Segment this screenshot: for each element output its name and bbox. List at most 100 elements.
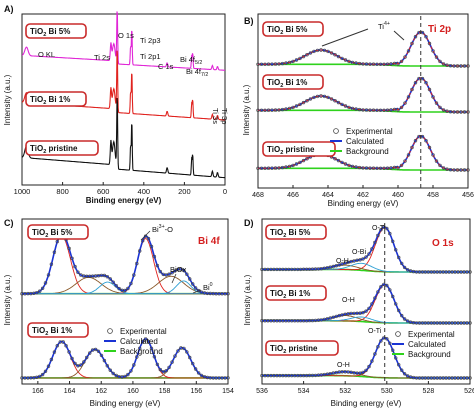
panel-b-experimental-point <box>361 166 365 170</box>
panel-b-sample-bi1-label: TiO2 Bi 1% <box>267 78 307 89</box>
panel-b-experimental-point <box>270 166 274 170</box>
panel-d-bi5-experimental-point <box>388 231 392 236</box>
panel-c-bi1-experimental-point <box>61 340 65 344</box>
panel-b-tick-label: 462 <box>357 192 369 199</box>
panel-b-tick-label: 466 <box>287 192 299 199</box>
panel-a-letter: A) <box>4 4 14 14</box>
panel-c-bi5-experimental-point <box>199 290 204 294</box>
panel-c-tick-label: 156 <box>190 388 202 395</box>
panel-b-experimental-point <box>413 139 418 143</box>
panel-b-experimental-point <box>378 166 383 171</box>
panel-c-bi1-experimental-point <box>79 363 83 367</box>
panel-b-experimental-point <box>315 48 320 53</box>
panel-b-legend-experimental: Experimental <box>346 127 393 136</box>
panel-c-bi5-experimental-point <box>114 284 118 288</box>
panel-b-experimental-point <box>259 62 264 67</box>
panel-b-experimental-point <box>441 108 446 112</box>
panel-b-experimental-point <box>427 87 432 92</box>
panel-d-annotation-oti-1: O-Ti <box>372 225 386 232</box>
panel-c-frame <box>21 218 229 385</box>
panel-d-bi1-experimental-point <box>322 317 327 322</box>
panel-c-bi1-experimental-point <box>111 371 115 376</box>
panel-d-bi5-experimental-point <box>385 226 389 231</box>
panel-b-experimental-point <box>259 108 264 113</box>
panel-b-experimental-point <box>336 158 341 163</box>
panel-d-tick-label: 526 <box>464 388 474 395</box>
panel-c-bi1-experimental-point <box>84 355 89 360</box>
panel-b-experimental-point <box>434 101 439 105</box>
panel-b-experimental-point <box>301 54 306 59</box>
panel-b-experimental-point <box>455 64 460 68</box>
panel-b-experimental-point <box>298 160 302 165</box>
panel-d-bi5-experimental-point <box>468 270 472 274</box>
panel-b-experimental-point <box>417 76 421 81</box>
panel-b-experimental-point <box>385 166 390 170</box>
panel-d-pristine-experimental-point <box>385 337 389 341</box>
panel-c-bi5-experimental-point <box>52 250 57 254</box>
panel-b-experimental-point <box>438 105 442 110</box>
panel-d-bi1-experimental-point <box>328 316 332 320</box>
panel-b-experimental-point <box>333 157 337 161</box>
panel-d-pristine-experimental-point <box>397 363 401 367</box>
panel-a-tick-label: 0 <box>223 187 227 196</box>
panel-d-bi5-experimental-point <box>364 255 368 259</box>
panel-c-bi1-experimental-point <box>40 372 45 377</box>
panel-c-bi1-experimental-point <box>96 349 101 353</box>
panel-d-bi5-experimental-point <box>391 239 395 244</box>
panel-d-pristine-experimental-point <box>373 352 377 356</box>
panel-a-tick-label: 1000 <box>14 187 31 196</box>
panel-a-annotation-okl: O KL <box>38 50 55 59</box>
panel-b-experimental-point <box>445 109 449 113</box>
panel-d-tick-label: 532 <box>339 388 351 395</box>
panel-b-experimental-point <box>462 64 467 68</box>
panel-c-title: Bi 4f <box>198 236 220 247</box>
panel-b-experimental-point <box>389 166 393 170</box>
panel-b-experimental-point <box>396 108 400 112</box>
panel-a-annotation-ti2p3: Ti 2p3 <box>140 36 161 45</box>
panel-b-experimental-point <box>263 62 267 67</box>
panel-b-experimental-point <box>455 168 460 172</box>
panel-b-experimental-point <box>364 108 369 112</box>
panel-a-sample-bi5-label: TiO2 Bi 5% <box>30 27 70 38</box>
panel-c-bi1-experimental-point <box>43 369 48 373</box>
panel-a-tick-label: 600 <box>97 187 110 196</box>
panel-b-experimental-point <box>326 95 330 100</box>
panel-a-annotation-o1s: O 1s <box>118 31 134 40</box>
panel-c-bi5-experimental-point <box>55 239 59 244</box>
panel-b-experimental-point <box>256 166 260 171</box>
panel-c-legend-marker-experimental <box>107 328 113 334</box>
panel-d-pristine-experimental-point <box>388 341 392 345</box>
panel-d-bi5-experimental-point <box>349 259 353 264</box>
panel-c-bi1-experimental-point <box>167 365 171 370</box>
panel-c-bi1-experimental-point <box>82 360 86 364</box>
panel-c-legend-background: Background <box>120 347 163 356</box>
panel-c-bi1-experimental-point <box>64 344 68 348</box>
panel-d-bi5-experimental-point <box>367 252 371 256</box>
panel-b-experimental-point <box>382 108 386 113</box>
panel-b-experimental-point <box>364 166 369 170</box>
panel-c-bi1-experimental-point <box>158 367 163 372</box>
panel-c-bi1-experimental-point <box>193 367 198 371</box>
panel-d-bi5-experimental-point <box>373 240 377 245</box>
panel-b-experimental-point <box>396 62 400 66</box>
panel-c-bi5-experimental-point <box>43 281 48 285</box>
panel-b-sample-pristine-label: TiO2 pristine <box>267 145 315 156</box>
panel-d-bi1-experimental-point <box>397 308 401 313</box>
panel-c-legend-experimental: Experimental <box>120 327 167 336</box>
panel-b-experimental-point <box>347 163 351 168</box>
panel-a-annotation-ti2s: Ti 2s <box>94 53 110 62</box>
panel-d-legend-calculated: Calculated <box>408 340 446 349</box>
panel-d-pristine-experimental-point <box>358 371 362 375</box>
panel-b-experimental-point <box>259 166 264 171</box>
panel-c-bi1-experimental-point <box>146 339 151 344</box>
panel-c-bi5-component-line <box>22 281 228 295</box>
panel-b-experimental-point <box>438 59 442 64</box>
panel-d-tick-label: 534 <box>298 388 310 395</box>
panel-b-experimental-point <box>431 153 435 157</box>
panel-c-bi1-experimental-point <box>141 339 145 344</box>
panel-b-experimental-point <box>322 48 327 53</box>
panel-c-bi1-experimental-point <box>152 355 157 359</box>
panel-d-bi5-experimental-point <box>370 247 374 251</box>
panel-b-experimental-point <box>329 51 334 55</box>
panel-c-bi1-experimental-point <box>173 354 177 358</box>
